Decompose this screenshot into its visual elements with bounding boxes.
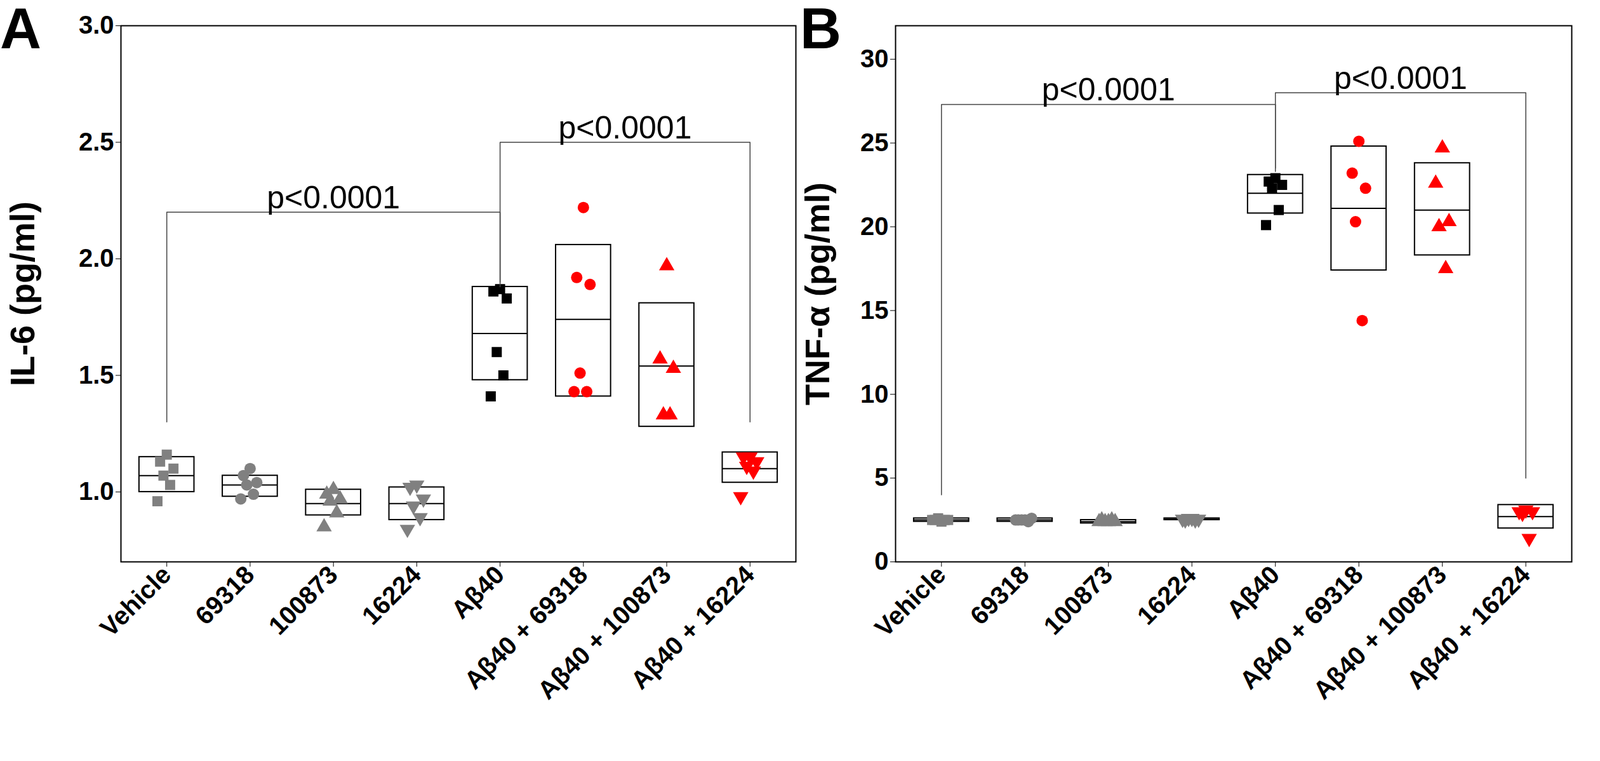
- svg-text:Aβ40: Aβ40: [445, 560, 510, 624]
- svg-text:Vehicle: Vehicle: [869, 560, 952, 642]
- svg-text:1.5: 1.5: [78, 360, 115, 389]
- svg-text:Aβ40 + 16224: Aβ40 + 16224: [625, 559, 760, 694]
- svg-text:p<0.0001: p<0.0001: [558, 109, 693, 146]
- svg-text:16224: 16224: [356, 559, 427, 630]
- svg-text:IL-6 (pg/ml): IL-6 (pg/ml): [3, 201, 42, 387]
- svg-text:Aβ40 + 100873: Aβ40 + 100873: [1307, 559, 1452, 704]
- svg-text:Vehicle: Vehicle: [94, 560, 177, 642]
- svg-text:25: 25: [860, 128, 889, 157]
- svg-text:69318: 69318: [189, 560, 260, 630]
- svg-text:10: 10: [860, 379, 889, 408]
- svg-text:100873: 100873: [262, 560, 343, 640]
- svg-text:Aβ40 + 16224: Aβ40 + 16224: [1401, 559, 1536, 694]
- svg-text:16224: 16224: [1131, 559, 1202, 630]
- svg-text:p<0.0001: p<0.0001: [1333, 60, 1468, 96]
- svg-text:30: 30: [860, 44, 889, 73]
- svg-text:0: 0: [874, 546, 889, 575]
- svg-text:p<0.0001: p<0.0001: [266, 179, 400, 216]
- svg-text:3.0: 3.0: [78, 10, 115, 39]
- svg-text:20: 20: [860, 212, 889, 240]
- svg-text:Aβ40 + 69318: Aβ40 + 69318: [1234, 559, 1369, 695]
- svg-text:2.0: 2.0: [78, 243, 115, 272]
- svg-text:TNF-α (pg/ml): TNF-α (pg/ml): [798, 182, 837, 406]
- svg-text:1.0: 1.0: [78, 476, 115, 505]
- svg-text:5: 5: [874, 462, 889, 491]
- svg-text:69318: 69318: [964, 560, 1035, 630]
- svg-text:15: 15: [860, 295, 889, 324]
- svg-text:100873: 100873: [1038, 560, 1119, 640]
- svg-text:p<0.0001: p<0.0001: [1041, 71, 1176, 108]
- svg-text:Aβ40 + 100873: Aβ40 + 100873: [532, 559, 677, 704]
- svg-text:Aβ40: Aβ40: [1220, 560, 1285, 624]
- svg-text:Aβ40 + 69318: Aβ40 + 69318: [458, 559, 593, 695]
- svg-text:2.5: 2.5: [78, 127, 115, 156]
